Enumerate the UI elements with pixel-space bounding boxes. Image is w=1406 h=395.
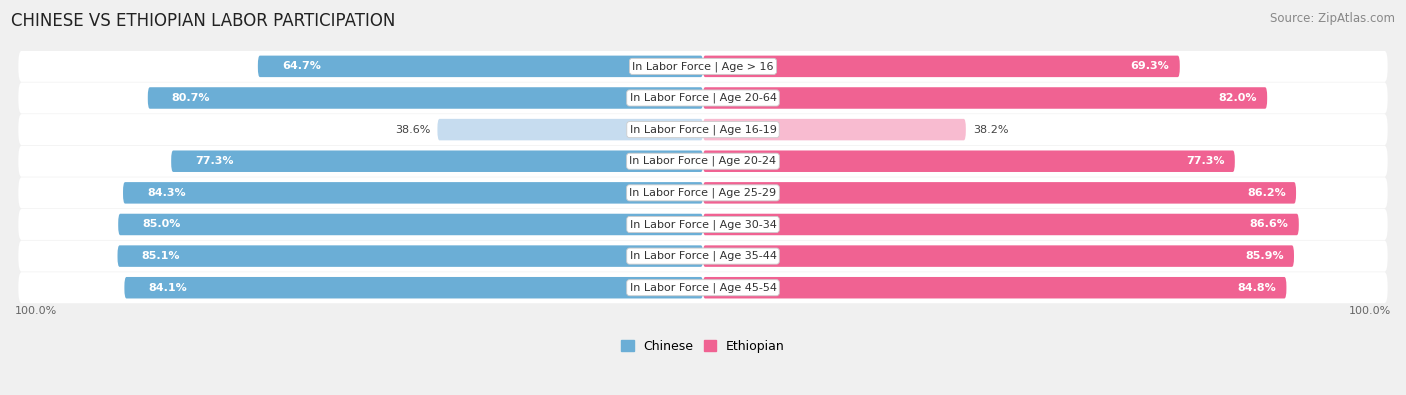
Text: In Labor Force | Age 20-24: In Labor Force | Age 20-24	[630, 156, 776, 166]
FancyBboxPatch shape	[703, 119, 966, 140]
Text: 64.7%: 64.7%	[283, 61, 321, 71]
Text: In Labor Force | Age 35-44: In Labor Force | Age 35-44	[630, 251, 776, 261]
FancyBboxPatch shape	[703, 87, 1267, 109]
FancyBboxPatch shape	[18, 177, 1388, 208]
FancyBboxPatch shape	[703, 245, 1294, 267]
FancyBboxPatch shape	[703, 150, 1234, 172]
FancyBboxPatch shape	[18, 146, 1388, 177]
FancyBboxPatch shape	[18, 51, 1388, 82]
Text: 69.3%: 69.3%	[1130, 61, 1170, 71]
FancyBboxPatch shape	[18, 114, 1388, 145]
Legend: Chinese, Ethiopian: Chinese, Ethiopian	[621, 340, 785, 353]
FancyBboxPatch shape	[703, 214, 1299, 235]
Text: 82.0%: 82.0%	[1219, 93, 1257, 103]
Text: 85.0%: 85.0%	[142, 220, 180, 229]
FancyBboxPatch shape	[122, 182, 703, 203]
Text: In Labor Force | Age 30-34: In Labor Force | Age 30-34	[630, 219, 776, 230]
Text: Source: ZipAtlas.com: Source: ZipAtlas.com	[1270, 12, 1395, 25]
FancyBboxPatch shape	[18, 209, 1388, 240]
Text: 77.3%: 77.3%	[1187, 156, 1225, 166]
Text: In Labor Force | Age > 16: In Labor Force | Age > 16	[633, 61, 773, 71]
FancyBboxPatch shape	[18, 241, 1388, 272]
FancyBboxPatch shape	[437, 119, 703, 140]
FancyBboxPatch shape	[257, 56, 703, 77]
Text: 38.6%: 38.6%	[395, 124, 430, 135]
FancyBboxPatch shape	[118, 214, 703, 235]
Text: In Labor Force | Age 16-19: In Labor Force | Age 16-19	[630, 124, 776, 135]
Text: 85.1%: 85.1%	[142, 251, 180, 261]
FancyBboxPatch shape	[124, 277, 703, 299]
Text: 100.0%: 100.0%	[15, 306, 58, 316]
Text: 84.1%: 84.1%	[149, 283, 187, 293]
Text: 100.0%: 100.0%	[1348, 306, 1391, 316]
Text: In Labor Force | Age 45-54: In Labor Force | Age 45-54	[630, 282, 776, 293]
Text: 84.8%: 84.8%	[1237, 283, 1277, 293]
FancyBboxPatch shape	[703, 182, 1296, 203]
FancyBboxPatch shape	[148, 87, 703, 109]
FancyBboxPatch shape	[703, 56, 1180, 77]
Text: 38.2%: 38.2%	[973, 124, 1008, 135]
FancyBboxPatch shape	[703, 277, 1286, 299]
Text: 84.3%: 84.3%	[148, 188, 186, 198]
Text: 86.6%: 86.6%	[1250, 220, 1288, 229]
Text: 80.7%: 80.7%	[172, 93, 211, 103]
FancyBboxPatch shape	[18, 83, 1388, 113]
Text: CHINESE VS ETHIOPIAN LABOR PARTICIPATION: CHINESE VS ETHIOPIAN LABOR PARTICIPATION	[11, 12, 395, 30]
Text: 86.2%: 86.2%	[1247, 188, 1285, 198]
Text: 77.3%: 77.3%	[195, 156, 233, 166]
Text: 85.9%: 85.9%	[1246, 251, 1284, 261]
Text: In Labor Force | Age 20-64: In Labor Force | Age 20-64	[630, 93, 776, 103]
FancyBboxPatch shape	[118, 245, 703, 267]
FancyBboxPatch shape	[172, 150, 703, 172]
Text: In Labor Force | Age 25-29: In Labor Force | Age 25-29	[630, 188, 776, 198]
FancyBboxPatch shape	[18, 272, 1388, 303]
